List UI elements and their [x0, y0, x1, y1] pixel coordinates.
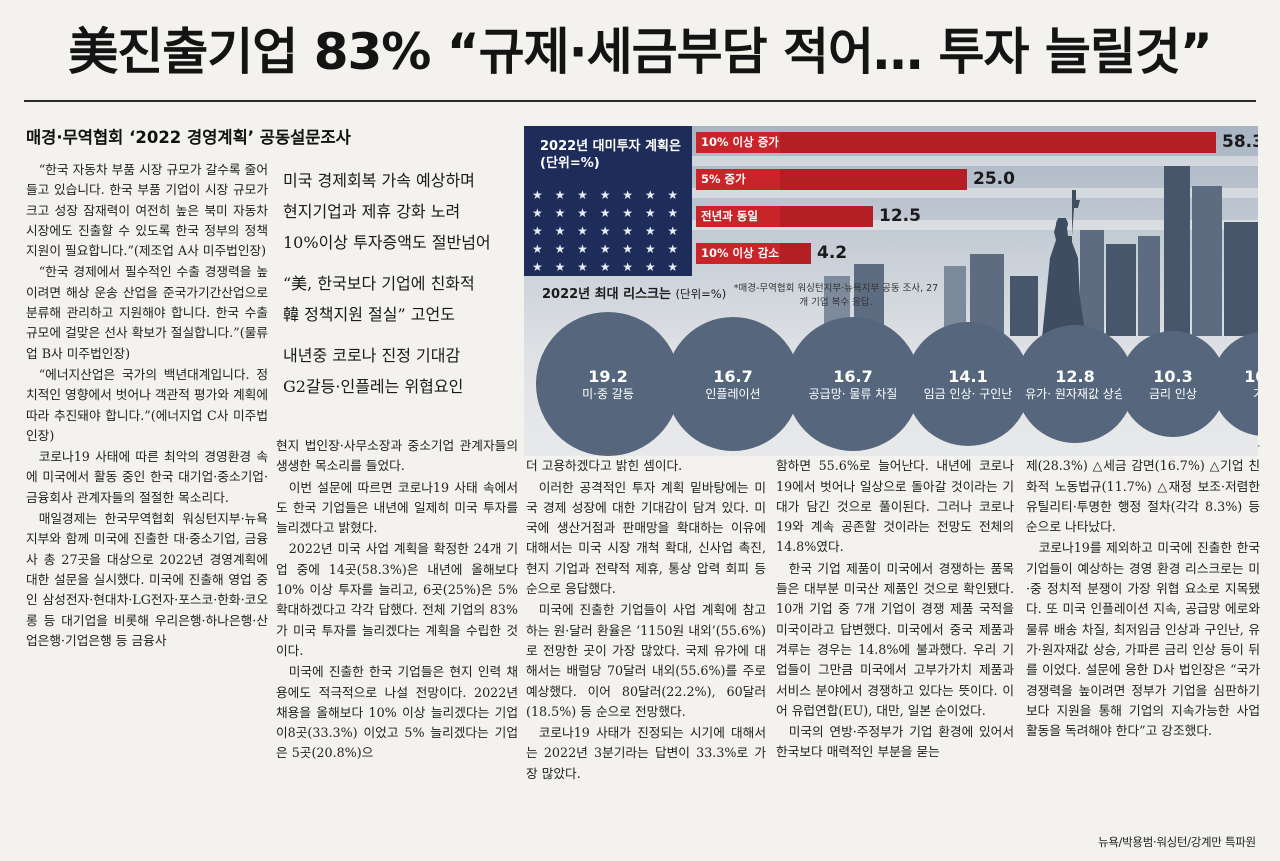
risk-category-label: 유가· 원자재값 상승 [1025, 386, 1125, 401]
risk-bubble: 19.2 미·중 갈등 [536, 312, 680, 456]
pull-quote-line: 현지기업과 제휴 강화 노려 [283, 202, 461, 221]
article-column-3: 로 집계됐다. 전체 기업의 54%가 미국에서 더 고용하겠다고 밝힌 셈이다… [526, 436, 766, 785]
bar-category-label: 10% 이상 감소 [696, 243, 780, 264]
headline-rule [24, 100, 1256, 102]
article-paragraph: 한국 기업 제품이 미국에서 경쟁하는 품목들은 대부분 미국산 제품인 것으로… [776, 560, 1014, 718]
risk-bubble: 14.1 임금 인상· 구인난 [906, 322, 1030, 446]
skyline-building [1138, 236, 1160, 336]
flag-stars-icon: ★ ★ ★ ★ ★ ★ ★ ★ ★ ★ ★ ★ ★ ★ ★ ★ ★ ★ ★ ★ ★ ★… [532, 188, 683, 274]
risk-value-label: 14.1 [948, 366, 988, 386]
pull-quote-line: 미국 경제회복 가속 예상하며 [283, 171, 475, 190]
bar-mark [780, 169, 967, 190]
skyline-building [1192, 186, 1222, 336]
bar-value-label: 25.0 [973, 169, 1015, 189]
article-paragraph: 코로나19를 제외하고 미국에 진출한 한국 기업들이 예상하는 경영 환경 리… [1026, 540, 1260, 739]
risk-bubble: 10.3 금리 인상 [1120, 331, 1226, 437]
risk-value-label: 10.2 [1244, 366, 1258, 386]
flag-stripe [692, 188, 1258, 198]
bar-chart-title: 2022년 대미투자 계획은 (단위=%) [540, 138, 681, 172]
bar-value-label: 4.2 [817, 243, 848, 263]
headline: 美진출기업 83% “규제·세금부담 적어… 투자 늘릴것” [68, 23, 1212, 81]
article-column-4: 내년 2분기와 4분기로 전망한 응답까지 포함하면 55.6%로 늘어난다. … [776, 436, 1014, 764]
byline: 뉴욕/박용범·워싱턴/강계만 특파원 [1098, 835, 1256, 849]
article-paragraph: 코로나19 사태가 진정되는 시기에 대해서는 2022년 3분기라는 답변이 … [526, 725, 766, 781]
bar-mark [780, 132, 1216, 153]
risk-chart-unit: (단위=%) [675, 287, 727, 301]
article-paragraph: 미국에 진출한 기업들이 사업 계획에 참고하는 원·달러 환율은 ‘1150원… [526, 602, 766, 719]
risk-value-label: 16.7 [713, 366, 753, 386]
article-paragraph: “한국 자동차 부품 시장 규모가 갈수록 줄어들고 있습니다. 한국 부품 기… [26, 162, 268, 259]
risk-category-label: 인플레이션 [705, 386, 761, 401]
pull-quote-group: 내년중 코로나 진정 기대감 G2갈등·인플레는 위협요인 [283, 340, 518, 402]
risk-bubble: 12.8 유가· 원자재값 상승 [1016, 325, 1134, 443]
subhead: 매경·무역협회 ‘2022 경영계획’ 공동설문조사 [26, 128, 351, 147]
risk-category-label: 미·중 갈등 [582, 386, 634, 401]
bar-category-label: 10% 이상 증가 [696, 132, 780, 153]
article-paragraph: 현지 법인장·사무소장과 중소기업 관계자들의 생생한 목소리를 들었다. [276, 438, 518, 474]
risk-value-label: 16.7 [833, 366, 873, 386]
article-paragraph: 매일경제는 한국무역협회 워싱턴지부·뉴욕지부와 함께 미국에 진출한 대·중소… [26, 511, 268, 648]
article-paragraph: 미국의 연방·주정부가 기업 환경에 있어서 한국보다 매력적인 부분을 묻는 [776, 724, 1014, 760]
skyline-building [1106, 244, 1136, 336]
risk-value-label: 12.8 [1055, 366, 1095, 386]
risk-chart-note: *매경-무역협회 워싱턴지부·뉴욕지부 공동 조사, 27개 기업 복수 응답. [733, 283, 939, 308]
article-paragraph: 코로나19 사태에 따른 최악의 경영환경 속에 미국에서 활동 중인 한국 대… [26, 449, 268, 505]
pull-quote-line: 韓 정책지원 절실” 고언도 [283, 305, 455, 324]
risk-value-label: 19.2 [588, 366, 628, 386]
article-column-1: “한국 자동차 부품 시장 규모가 갈수록 줄어들고 있습니다. 한국 부품 기… [26, 160, 268, 652]
bar-category-label: 5% 증가 [696, 169, 780, 190]
risk-category-label: 임금 인상· 구인난 [923, 386, 1013, 401]
risk-bubble: 16.7 인플레이션 [666, 317, 800, 451]
pull-quote-group: “美, 한국보다 기업에 친화적 韓 정책지원 절실” 고언도 [283, 268, 518, 330]
risk-category-label: 공급망· 물류 차질 [808, 386, 898, 401]
bar-mark [780, 206, 873, 227]
article-paragraph: “에너지산업은 국가의 백년대계입니다. 정치적인 영향에서 벗어나 객관적 평… [26, 366, 268, 443]
pull-quote-line: G2갈등·인플레는 위협요인 [283, 377, 464, 396]
pull-quote-line: 내년중 코로나 진정 기대감 [283, 346, 461, 365]
bar-value-label: 12.5 [879, 206, 921, 226]
bar-chart-title-text: 2022년 대미투자 계획은 [540, 139, 681, 154]
risk-chart-title: 2022년 최대 리스크는 (단위=%) [542, 283, 726, 302]
article-paragraph: 2022년 미국 사업 계획을 확정한 24개 기업 중에 14곳(58.3%)… [276, 541, 518, 658]
risk-category-label: 기타 [1253, 387, 1258, 402]
risk-bubble: 10.2기타 [1212, 332, 1258, 436]
infographic: ★ ★ ★ ★ ★ ★ ★ ★ ★ ★ ★ ★ ★ ★ ★ ★ ★ ★ ★ ★ ★ ★… [524, 126, 1258, 456]
pull-quote-line: 10%이상 투자증액도 절반넘어 [283, 233, 491, 252]
skyline-building [1010, 276, 1038, 336]
pull-quote-line: “美, 한국보다 기업에 친화적 [283, 274, 475, 293]
bar-mark [780, 243, 811, 264]
skyline-building [1164, 166, 1190, 336]
risk-bubble: 16.7 공급망· 물류 차질 [786, 317, 920, 451]
risk-value-label: 10.3 [1153, 366, 1193, 386]
flag-stripe [692, 156, 1258, 166]
article-column-5: 질문(복수 응답)에는 △상대적으로 적은 규제(28.3%) △세금 감면(1… [1026, 436, 1260, 742]
risk-chart-title-text: 2022년 최대 리스크는 [542, 287, 671, 302]
article-column-2: 현지 법인장·사무소장과 중소기업 관계자들의 생생한 목소리를 들었다. 이번 … [276, 436, 518, 765]
skyline-building [944, 266, 966, 336]
bar-category-label: 전년과 동일 [696, 206, 780, 227]
bar-chart-unit: (단위=%) [540, 156, 600, 171]
article-paragraph: “한국 경제에서 필수적인 수출 경쟁력을 높이려면 해상 운송 산업을 준국가… [26, 264, 268, 361]
risk-category-label: 금리 인상 [1149, 386, 1197, 401]
bar-value-label: 58.3 [1222, 132, 1258, 152]
us-flag-graphic: ★ ★ ★ ★ ★ ★ ★ ★ ★ ★ ★ ★ ★ ★ ★ ★ ★ ★ ★ ★ ★ ★… [524, 126, 692, 276]
article-paragraph: 이러한 공격적인 투자 계획 밑바탕에는 미국 경제 성장에 대한 기대감이 담… [526, 479, 766, 597]
skyline-building [1224, 222, 1258, 336]
skyline-building [1080, 230, 1104, 336]
article-paragraph: 미국에 진출한 한국 기업들은 현지 인력 채용에도 적극적으로 나설 전망이다… [276, 664, 518, 761]
article-paragraph: 이번 설문에 따르면 코로나19 사태 속에서도 한국 기업들은 내년에 일제히… [276, 479, 518, 536]
statue-of-liberty-icon [1042, 190, 1086, 338]
flag-stripe [692, 220, 1258, 230]
